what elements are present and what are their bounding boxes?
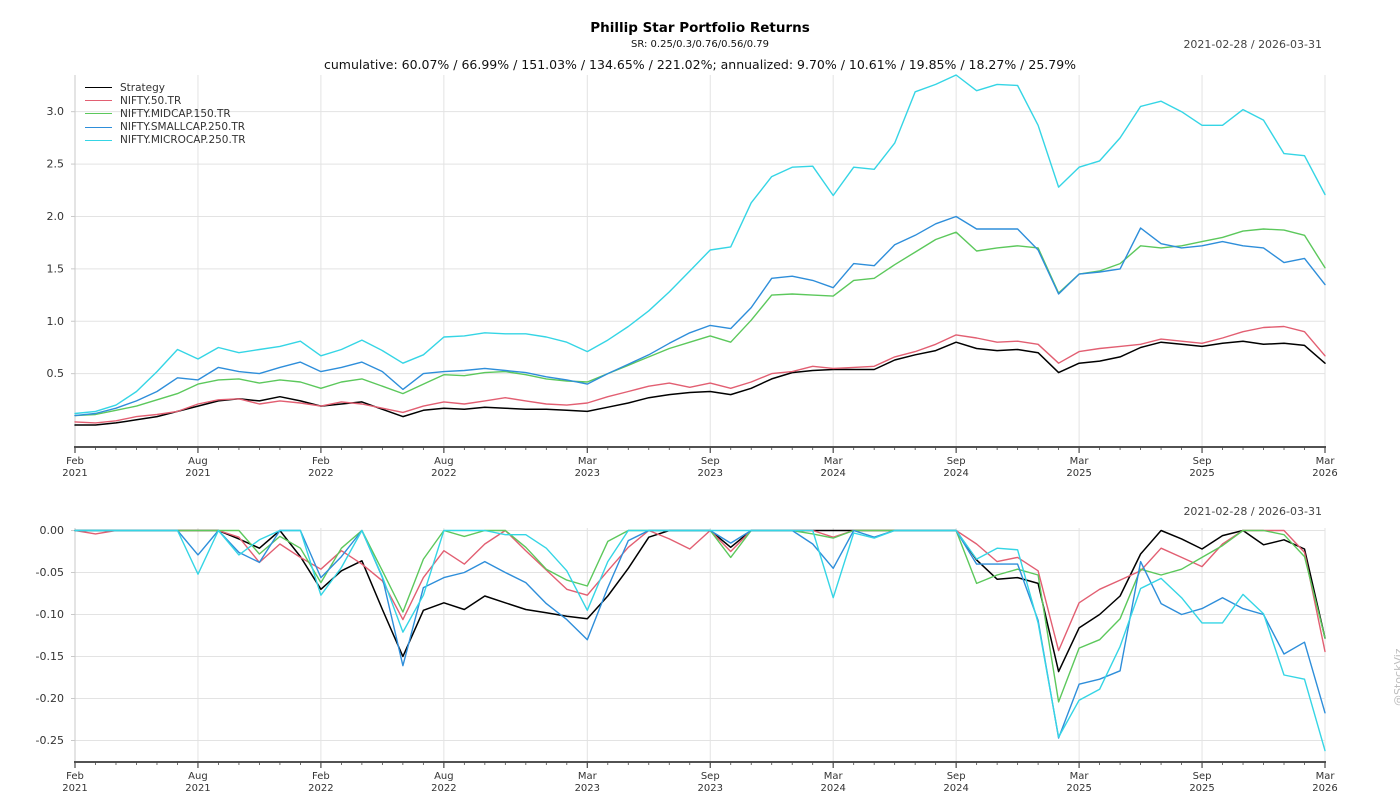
axis-tick-label: 2021	[62, 783, 87, 794]
axis-tick-label: 1.0	[47, 315, 65, 328]
date-range-top: 2021-02-28 / 2026-03-31	[1183, 38, 1322, 51]
axis-tick-label: Aug	[434, 771, 454, 782]
axis-tick-label: -0.15	[36, 650, 64, 663]
legend-line-swatch	[85, 87, 112, 89]
axis-tick-label: 2025	[1066, 783, 1091, 794]
axis-tick-label: 2025	[1189, 783, 1214, 794]
axis-tick-label: Mar	[1070, 456, 1090, 467]
series-line-nifty-50-tr	[74, 325, 1326, 424]
axis-tick-label: 2026	[1312, 468, 1337, 479]
series-line-nifty-midcap-150-tr	[74, 228, 1326, 417]
axis-tick-label: 2023	[698, 783, 723, 794]
axis-tick-label: Feb	[312, 456, 330, 467]
legend-item-strategy: Strategy	[85, 81, 246, 94]
axis-tick-label: 2024	[943, 468, 968, 479]
series-line-nifty-smallcap-250-tr	[74, 215, 1326, 417]
legend-item-nifty-50-tr: NIFTY.50.TR	[85, 94, 246, 107]
axis-tick-label: Mar	[578, 771, 598, 782]
axis-tick-label: -0.05	[36, 566, 64, 579]
stockviz-watermark: @StockViz	[1392, 648, 1400, 706]
legend-label: NIFTY.MICROCAP.250.TR	[120, 134, 246, 147]
axis-tick-label: 2022	[431, 783, 456, 794]
legend-item-nifty-midcap-150-tr: NIFTY.MIDCAP.150.TR	[85, 107, 246, 120]
axis-tick-label: Mar	[578, 456, 598, 467]
axis-tick-label: 2025	[1189, 468, 1214, 479]
axis-tick-label: 3.0	[47, 105, 65, 118]
legend-line-swatch	[85, 139, 112, 141]
cumulative-annualized-stats: cumulative: 60.07% / 66.99% / 151.03% / …	[323, 57, 1077, 72]
axis-tick-label: 2024	[820, 783, 845, 794]
axis-tick-label: 0.00	[40, 524, 65, 537]
legend-line-swatch	[85, 113, 112, 115]
axis-tick-label: 2022	[431, 468, 456, 479]
series-line-nifty-midcap-150-tr	[74, 529, 1326, 703]
legend-label: NIFTY.50.TR	[120, 94, 182, 107]
axis-tick-label: 2023	[575, 783, 600, 794]
series-line-nifty-microcap-250-tr	[74, 529, 1326, 752]
x-axis-ticks	[74, 447, 1326, 453]
axis-tick-label: -0.10	[36, 608, 64, 621]
axis-tick-label: 2022	[308, 783, 333, 794]
axis-tick-label: Aug	[434, 456, 454, 467]
axis-tick-label: Aug	[188, 456, 208, 467]
axis-tick-label: 2024	[943, 783, 968, 794]
axis-tick-label: 2021	[185, 468, 210, 479]
sharpe-ratio-subtitle: SR: 0.25/0.3/0.76/0.56/0.79	[631, 39, 769, 50]
axis-tick-label: Mar	[824, 771, 844, 782]
axis-tick-label: Feb	[312, 771, 330, 782]
axis-tick-label: 2023	[698, 468, 723, 479]
axis-tick-label: 2.5	[47, 158, 65, 171]
axis-tick-label: 2025	[1066, 468, 1091, 479]
legend-label: NIFTY.MIDCAP.150.TR	[120, 107, 231, 120]
axis-tick-label: -0.20	[36, 692, 64, 705]
axis-tick-label: 2022	[308, 468, 333, 479]
legend-item-nifty-microcap-250-tr: NIFTY.MICROCAP.250.TR	[85, 134, 246, 147]
axis-tick-label: Mar	[824, 456, 844, 467]
legend-item-nifty-smallcap-250-tr: NIFTY.SMALLCAP.250.TR	[85, 121, 246, 134]
axis-tick-label: Sep	[1193, 771, 1212, 782]
axis-tick-label: Sep	[947, 771, 966, 782]
axis-tick-label: 2026	[1312, 783, 1337, 794]
axis-tick-label: Sep	[701, 456, 720, 467]
axis-tick-label: 0.5	[47, 367, 65, 380]
axis-tick-label: 1.5	[47, 262, 65, 275]
axis-tick-label: 2024	[820, 468, 845, 479]
axis-tick-label: Feb	[66, 456, 84, 467]
axis-tick-label: Mar	[1316, 771, 1336, 782]
x-axis-ticks	[74, 762, 1326, 768]
axis-tick-label: 2.0	[47, 210, 65, 223]
axis-tick-label: Sep	[1193, 456, 1212, 467]
legend-label: NIFTY.SMALLCAP.250.TR	[120, 121, 246, 134]
gridlines	[71, 75, 1326, 447]
series-line-nifty-microcap-250-tr	[74, 74, 1326, 415]
axis-tick-label: 2021	[185, 783, 210, 794]
axis-tick-label: 2023	[575, 468, 600, 479]
axis-tick-label: Feb	[66, 771, 84, 782]
legend-line-swatch	[85, 126, 112, 128]
axis-tick-label: Sep	[947, 456, 966, 467]
date-range-bottom: 2021-02-28 / 2026-03-31	[1183, 505, 1322, 518]
axis-tick-label: Mar	[1316, 456, 1336, 467]
drawdown-chart: 0.00-0.05-0.10-0.15-0.20-0.25Feb2021Aug2…	[36, 524, 1338, 794]
returns-chart: 0.51.01.52.02.53.0Feb2021Aug2021Feb2022A…	[47, 74, 1338, 479]
legend: Strategy NIFTY.50.TR NIFTY.MIDCAP.150.TR NI…	[85, 81, 246, 147]
axis-tick-label: 2021	[62, 468, 87, 479]
legend-line-swatch	[85, 100, 112, 102]
legend-label: Strategy	[120, 81, 165, 94]
series-line-strategy	[74, 340, 1326, 426]
series-line-nifty-50-tr	[74, 529, 1326, 653]
axis-tick-label: Sep	[701, 771, 720, 782]
axis-tick-label: -0.25	[36, 734, 64, 747]
axis-tick-label: Aug	[188, 771, 208, 782]
page-title: Phillip Star Portfolio Returns	[590, 20, 810, 36]
axis-tick-label: Mar	[1070, 771, 1090, 782]
